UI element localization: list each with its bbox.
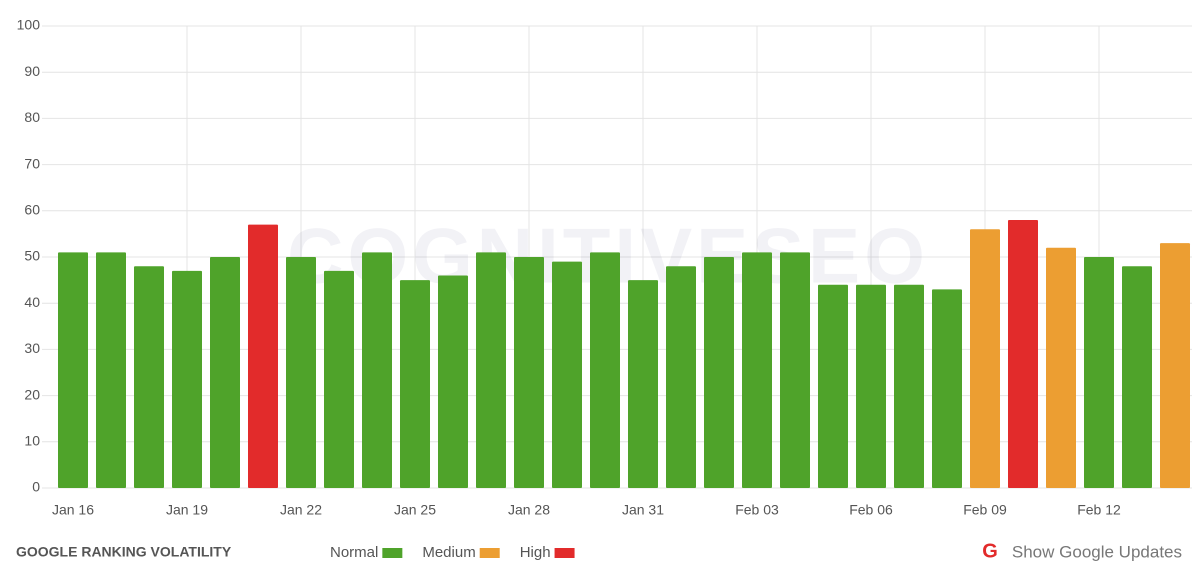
link-text[interactable]: Show Google Updates xyxy=(1012,542,1182,561)
bar xyxy=(932,289,962,488)
bar xyxy=(324,270,354,488)
bar xyxy=(172,270,202,488)
x-tick-label: Feb 09 xyxy=(963,502,1007,518)
y-tick-label: 0 xyxy=(32,479,40,495)
bar xyxy=(628,280,658,488)
bar xyxy=(438,275,468,488)
x-tick-label: Feb 06 xyxy=(849,502,893,518)
bar xyxy=(1046,247,1076,488)
bar xyxy=(552,261,582,488)
bar xyxy=(894,284,924,488)
bar xyxy=(362,252,392,488)
y-tick-label: 40 xyxy=(24,294,40,310)
bar xyxy=(856,284,886,488)
y-tick-label: 80 xyxy=(24,109,40,125)
y-tick-label: 20 xyxy=(24,386,40,402)
x-tick-label: Jan 16 xyxy=(52,502,94,518)
legend-swatch xyxy=(479,548,500,558)
legend-label: Normal xyxy=(330,544,378,561)
x-tick-label: Feb 12 xyxy=(1077,502,1121,518)
legend-label: High xyxy=(520,544,551,561)
legend-label: Medium xyxy=(422,544,475,561)
y-tick-label: 10 xyxy=(24,433,40,449)
y-tick-label: 50 xyxy=(24,248,40,264)
bar xyxy=(58,252,88,488)
bar xyxy=(666,266,696,488)
bar xyxy=(970,229,1000,488)
bar xyxy=(1160,243,1190,488)
x-tick-label: Jan 22 xyxy=(280,502,322,518)
google-updates-link[interactable]: G Show Google Updates xyxy=(982,540,1182,562)
bar xyxy=(514,257,544,488)
bar xyxy=(742,252,772,488)
bar xyxy=(210,257,240,488)
bar xyxy=(1122,266,1152,488)
y-tick-label: 100 xyxy=(17,17,41,33)
bar xyxy=(1008,220,1038,489)
y-tick-label: 70 xyxy=(24,155,40,171)
bar xyxy=(286,257,316,488)
chart-title: GOOGLE RANKING VOLATILITY xyxy=(16,544,232,560)
google-icon[interactable]: G xyxy=(982,540,998,562)
x-tick-label: Jan 28 xyxy=(508,502,550,518)
y-tick-label: 30 xyxy=(24,340,40,356)
x-tick-label: Jan 19 xyxy=(166,502,208,518)
y-tick-label: 60 xyxy=(24,202,40,218)
x-tick-label: Jan 25 xyxy=(394,502,436,518)
y-tick-label: 90 xyxy=(24,63,40,79)
bar xyxy=(818,284,848,488)
bar xyxy=(590,252,620,488)
x-tick-label: Jan 31 xyxy=(622,502,664,518)
bar xyxy=(96,252,126,488)
bar xyxy=(248,224,278,488)
bar xyxy=(400,280,430,488)
bar xyxy=(1084,257,1114,488)
bar xyxy=(780,252,810,488)
x-tick-label: Feb 03 xyxy=(735,502,779,518)
legend-swatch xyxy=(382,548,403,558)
legend-swatch xyxy=(554,548,575,558)
bar xyxy=(704,257,734,488)
bar xyxy=(134,266,164,488)
bar xyxy=(476,252,506,488)
